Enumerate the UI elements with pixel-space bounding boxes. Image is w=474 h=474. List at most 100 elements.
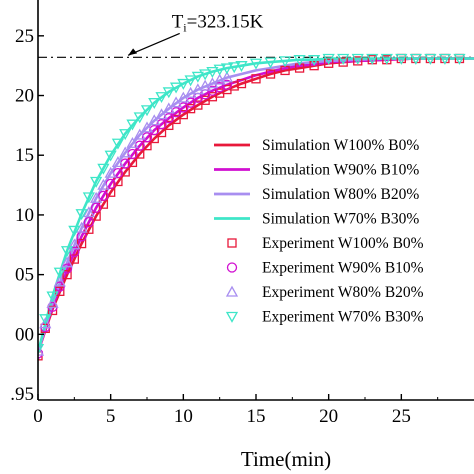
data-point-exp-4 bbox=[126, 119, 139, 131]
data-point-exp-1 bbox=[324, 58, 334, 68]
data-point-exp-4 bbox=[409, 53, 422, 65]
data-point-exp-3 bbox=[104, 166, 117, 178]
y-tick-label: 10 bbox=[15, 205, 34, 226]
data-point-exp-3 bbox=[220, 71, 234, 83]
data-point-exp-1 bbox=[47, 305, 58, 316]
y-tick-label: 25 bbox=[15, 26, 34, 47]
data-point-exp-4 bbox=[148, 98, 161, 110]
data-point-exp-4 bbox=[395, 53, 408, 65]
data-point-exp-3 bbox=[46, 296, 59, 308]
legend-marker-swatch bbox=[225, 311, 239, 323]
legend-marker-swatch bbox=[227, 238, 237, 248]
legend-label: Experiment W90% B10% bbox=[262, 260, 424, 277]
data-point-exp-4 bbox=[235, 61, 248, 73]
data-point-exp-4 bbox=[308, 55, 321, 67]
data-point-exp-4 bbox=[438, 53, 452, 65]
reference-label: Ti=323.15K bbox=[172, 11, 264, 34]
data-point-exp-4 bbox=[82, 192, 95, 204]
data-point-exp-3 bbox=[133, 128, 146, 140]
data-point-exp-4 bbox=[293, 55, 306, 67]
data-point-exp-1 bbox=[62, 269, 72, 280]
data-point-exp-2 bbox=[149, 124, 160, 136]
data-point-exp-4 bbox=[39, 314, 52, 326]
x-tick-label: 5 bbox=[106, 406, 116, 427]
data-point-exp-4 bbox=[90, 176, 103, 188]
data-point-exp-4 bbox=[220, 63, 234, 75]
data-point-exp-4 bbox=[60, 246, 74, 258]
y-tick-label: 00 bbox=[15, 324, 34, 345]
data-point-exp-1 bbox=[309, 61, 319, 71]
data-point-exp-1 bbox=[55, 286, 65, 296]
series-line-3 bbox=[38, 57, 474, 353]
data-point-exp-4 bbox=[177, 78, 190, 90]
data-point-exp-4 bbox=[264, 57, 277, 69]
legend-label: Simulation W90% B10% bbox=[262, 162, 419, 179]
data-point-exp-2 bbox=[221, 79, 233, 90]
data-point-exp-3 bbox=[126, 136, 139, 148]
data-point-exp-1 bbox=[353, 56, 363, 66]
x-tick-label: 25 bbox=[392, 406, 411, 427]
data-point-exp-1 bbox=[171, 114, 181, 125]
data-point-exp-4 bbox=[366, 53, 379, 65]
data-point-exp-1 bbox=[69, 254, 79, 264]
data-point-exp-4 bbox=[278, 56, 292, 68]
y-tick-label: 15 bbox=[15, 145, 34, 166]
data-point-exp-4 bbox=[191, 71, 204, 83]
x-tick-label: 15 bbox=[247, 406, 266, 427]
data-point-exp-2 bbox=[134, 140, 145, 151]
data-point-exp-1 bbox=[178, 109, 188, 120]
data-point-exp-4 bbox=[111, 138, 125, 150]
legend-marker-swatch bbox=[226, 262, 238, 273]
data-point-exp-4 bbox=[53, 267, 66, 279]
data-point-exp-4 bbox=[228, 62, 241, 74]
data-point-exp-4 bbox=[351, 53, 364, 65]
legend-label: Simulation W100% B0% bbox=[262, 137, 419, 154]
legend-label: Simulation W70% B30% bbox=[262, 211, 419, 228]
data-point-exp-3 bbox=[60, 256, 74, 268]
x-tick-label: 0 bbox=[33, 406, 43, 427]
data-point-exp-1 bbox=[251, 74, 261, 84]
data-point-exp-4 bbox=[213, 64, 226, 76]
data-point-exp-1 bbox=[236, 78, 247, 89]
legend-label: Experiment W100% B0% bbox=[262, 235, 424, 252]
x-axis-title: Time(min) bbox=[241, 447, 331, 471]
data-point-exp-2 bbox=[178, 102, 189, 113]
data-point-exp-3 bbox=[68, 238, 81, 250]
data-point-exp-2 bbox=[90, 202, 102, 213]
data-point-exp-4 bbox=[68, 225, 81, 237]
data-point-exp-2 bbox=[185, 97, 196, 108]
data-point-exp-4 bbox=[337, 53, 350, 65]
data-point-exp-2 bbox=[141, 132, 153, 143]
data-point-exp-3 bbox=[53, 275, 66, 287]
data-point-exp-4 bbox=[38, 344, 45, 355]
data-point-exp-3 bbox=[199, 79, 212, 91]
data-point-exp-4 bbox=[140, 105, 154, 117]
y-tick-label: .95 bbox=[10, 384, 34, 405]
y-tick-label: 05 bbox=[15, 265, 34, 286]
data-point-exp-1 bbox=[76, 238, 87, 249]
data-point-exp-3 bbox=[162, 102, 175, 114]
data-point-exp-3 bbox=[155, 108, 168, 120]
data-point-exp-4 bbox=[75, 209, 88, 221]
data-point-exp-3 bbox=[213, 73, 226, 85]
data-point-exp-4 bbox=[133, 112, 146, 124]
data-point-exp-4 bbox=[199, 69, 212, 81]
data-point-exp-3 bbox=[148, 114, 161, 126]
data-point-exp-4 bbox=[104, 150, 117, 162]
data-point-exp-4 bbox=[322, 53, 335, 65]
data-point-exp-4 bbox=[119, 129, 132, 141]
data-point-exp-2 bbox=[98, 190, 109, 201]
legend-marker-swatch bbox=[225, 285, 239, 297]
data-point-exp-2 bbox=[54, 281, 65, 292]
data-point-exp-1 bbox=[164, 120, 174, 131]
data-point-exp-3 bbox=[111, 156, 125, 168]
data-point-exp-3 bbox=[90, 191, 103, 203]
plot-area bbox=[38, 53, 474, 361]
data-point-exp-1 bbox=[229, 81, 239, 91]
data-point-exp-4 bbox=[424, 53, 437, 65]
data-point-exp-1 bbox=[193, 100, 203, 110]
x-tick-label: 20 bbox=[319, 406, 338, 427]
data-point-exp-3 bbox=[38, 344, 45, 356]
data-point-exp-4 bbox=[380, 53, 393, 65]
